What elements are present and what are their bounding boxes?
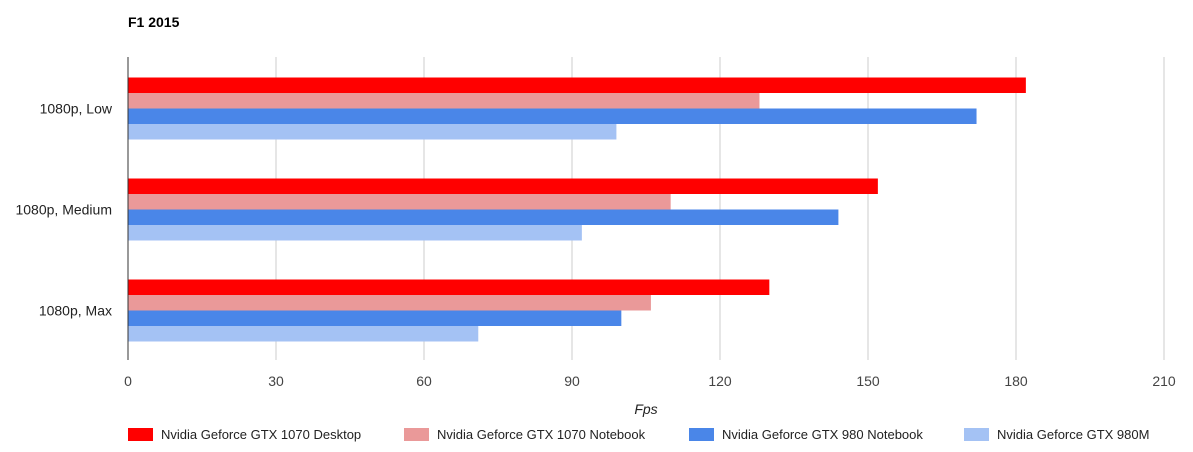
- x-tick-label: 0: [124, 373, 132, 389]
- legend-label: Nvidia Geforce GTX 1070 Notebook: [437, 427, 646, 442]
- x-tick-label: 90: [564, 373, 580, 389]
- bar: [128, 108, 977, 124]
- x-tick-label: 150: [856, 373, 880, 389]
- legend-label: Nvidia Geforce GTX 980M: [997, 427, 1150, 442]
- bar: [128, 178, 878, 194]
- legend: Nvidia Geforce GTX 1070 Desktop Nvidia Ge…: [0, 427, 1193, 445]
- y-category-label: 1080p, Low: [40, 101, 113, 117]
- legend-swatch: [404, 428, 429, 441]
- bar: [128, 279, 770, 295]
- legend-item[interactable]: Nvidia Geforce GTX 980 Notebook: [689, 427, 923, 442]
- y-category-label: 1080p, Medium: [15, 202, 112, 218]
- legend-item[interactable]: Nvidia Geforce GTX 980M: [964, 427, 1149, 442]
- legend-item[interactable]: Nvidia Geforce GTX 1070 Notebook: [404, 427, 645, 442]
- legend-label: Nvidia Geforce GTX 1070 Desktop: [161, 427, 362, 442]
- x-tick-label: 120: [708, 373, 732, 389]
- x-tick-label: 210: [1152, 373, 1176, 389]
- x-tick-label: 180: [1004, 373, 1028, 389]
- bar: [128, 295, 651, 311]
- bar: [128, 310, 622, 326]
- y-category-label: 1080p, Max: [39, 303, 112, 319]
- bar: [128, 209, 839, 225]
- bar: [128, 93, 760, 109]
- bar: [128, 77, 1026, 93]
- bar: [128, 326, 479, 342]
- legend-swatch: [689, 428, 714, 441]
- x-tick-label: 60: [416, 373, 432, 389]
- legend-label: Nvidia Geforce GTX 980 Notebook: [722, 427, 923, 442]
- chart-title: F1 2015: [128, 14, 180, 30]
- bar: [128, 225, 582, 241]
- legend-swatch: [128, 428, 153, 441]
- x-axis-label: Fps: [634, 401, 657, 417]
- legend-item[interactable]: Nvidia Geforce GTX 1070 Desktop: [128, 427, 361, 442]
- bar: [128, 124, 617, 140]
- legend-swatch: [964, 428, 989, 441]
- x-tick-label: 30: [268, 373, 284, 389]
- bar: [128, 194, 671, 210]
